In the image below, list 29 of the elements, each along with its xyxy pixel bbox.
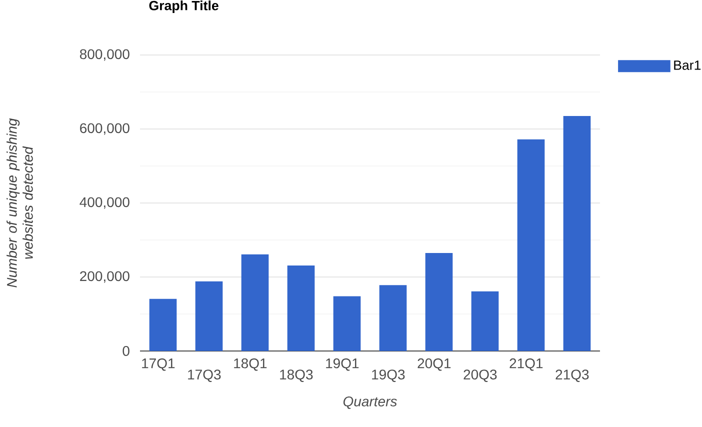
x-tick-label: 17Q1 — [142, 358, 175, 371]
chart-title: Graph Title — [149, 0, 218, 13]
x-tick-label: 20Q3 — [464, 370, 497, 382]
bar — [425, 252, 453, 351]
bar — [241, 254, 269, 351]
y-tick-label: 0 — [122, 346, 130, 356]
y-tick-label: 800,000 — [80, 49, 130, 61]
bar — [287, 266, 315, 351]
bar — [471, 291, 499, 351]
legend-label: Bar1 — [674, 60, 701, 70]
x-axis-title: Quarters — [343, 396, 397, 409]
x-tick-label: 19Q3 — [372, 370, 405, 382]
x-tick-label: 18Q3 — [280, 370, 313, 382]
x-tick-label: 18Q1 — [234, 358, 267, 371]
x-tick-label: 19Q1 — [326, 358, 359, 371]
bar — [149, 298, 177, 351]
bar — [333, 296, 361, 351]
y-axis-title: Number of unique phishing websites detected — [6, 118, 33, 288]
bar — [379, 285, 407, 351]
bar — [517, 139, 545, 351]
x-tick-label: 20Q1 — [418, 358, 451, 371]
y-tick-label: 400,000 — [80, 197, 130, 209]
bar — [563, 116, 591, 351]
bar — [195, 281, 223, 351]
x-tick-label: 17Q3 — [188, 370, 221, 382]
x-tick-label: 21Q3 — [556, 370, 589, 382]
y-tick-label: 200,000 — [80, 271, 130, 283]
x-tick-label: 21Q1 — [510, 358, 543, 371]
y-tick-label: 600,000 — [80, 123, 130, 135]
